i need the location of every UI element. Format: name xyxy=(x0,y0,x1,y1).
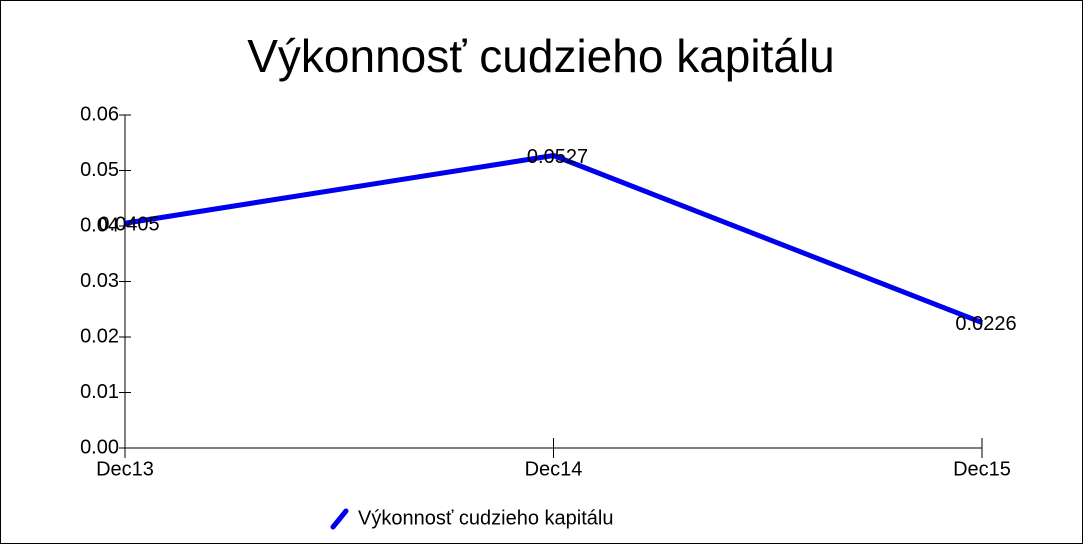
y-tick-label: 0.03 xyxy=(80,270,119,292)
y-tick-label: 0.01 xyxy=(80,381,119,403)
y-tick-label: 0.02 xyxy=(80,325,119,347)
x-tick-label: Dec15 xyxy=(953,458,1011,480)
y-tick-label: 0.00 xyxy=(80,436,119,458)
y-tick-label: 0.04 xyxy=(80,214,119,236)
y-tick-label: 0.06 xyxy=(80,103,119,125)
data-label: 0.0527 xyxy=(527,146,588,168)
data-label: 0.0405 xyxy=(98,214,159,236)
y-tick-label: 0.05 xyxy=(80,159,119,181)
x-tick-label: Dec14 xyxy=(525,458,583,480)
legend-swatch xyxy=(330,508,349,530)
chart-title: Výkonnosť cudzieho kapitálu xyxy=(247,30,835,82)
line xyxy=(124,153,983,325)
x-tick-label: Dec13 xyxy=(96,458,154,480)
legend-label: Výkonnosť cudzieho kapitálu xyxy=(358,507,613,529)
data-label: 0.0226 xyxy=(955,313,1016,335)
